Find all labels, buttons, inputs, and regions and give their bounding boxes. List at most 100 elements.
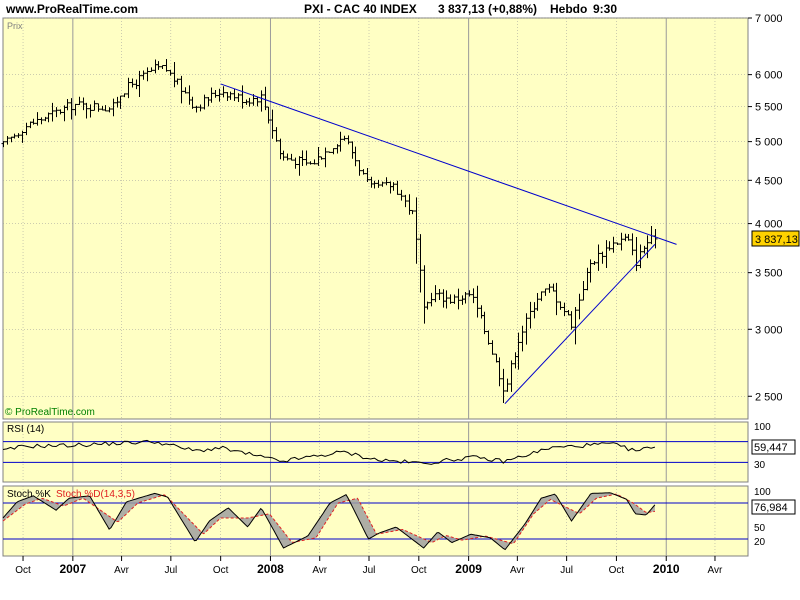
ohlc-bar	[524, 313, 529, 345]
ohlc-bar	[395, 180, 400, 195]
ohlc-bar	[198, 104, 203, 112]
ohlc-bar	[342, 135, 347, 141]
ohlc-bar	[308, 161, 313, 165]
ohlc-bar	[516, 332, 521, 370]
x-tick-label: Avr	[510, 565, 525, 576]
ohlc-bar	[5, 136, 10, 145]
ohlc-bar	[50, 102, 55, 122]
ohlc-bar	[46, 112, 51, 123]
ohlc-bar	[486, 330, 491, 345]
x-tick-label: Jul	[560, 565, 573, 576]
ohlc-bar	[247, 97, 252, 107]
ohlc-bar	[39, 117, 44, 125]
y-tick-label: 4 500	[755, 175, 783, 187]
ohlc-bar	[304, 150, 309, 166]
ohlc-bar	[600, 251, 605, 264]
stoch-tick-50: 50	[754, 523, 766, 534]
x-tick-label: Oct	[609, 565, 625, 576]
y-tick-label: 2 500	[755, 391, 783, 403]
ohlc-bar	[520, 325, 525, 352]
ohlc-bar	[255, 96, 260, 107]
ohlc-bar	[160, 65, 165, 69]
ohlc-bar	[630, 233, 635, 256]
ohlc-bar	[380, 181, 385, 187]
stoch-k-line	[2, 492, 656, 551]
ohlc-bar	[77, 96, 82, 105]
ohlc-bar	[444, 290, 449, 309]
time-label: 9:30	[593, 2, 617, 16]
ohlc-bar	[573, 307, 578, 345]
ohlc-bar	[554, 282, 559, 316]
ohlc-bar	[228, 91, 233, 100]
ohlc-bar	[16, 133, 21, 139]
ohlc-bar	[156, 61, 161, 70]
ohlc-bar	[96, 103, 101, 112]
ohlc-bar	[69, 98, 74, 120]
ohlc-bar	[73, 103, 78, 116]
instrument-name: PXI - CAC 40 INDEX	[304, 2, 417, 16]
ohlc-bar	[437, 289, 442, 300]
last-value: 3 837,13	[438, 2, 485, 16]
ohlc-bar	[357, 160, 362, 176]
y-tick-label: 3 000	[755, 324, 783, 336]
ohlc-bar	[482, 311, 487, 335]
ohlc-bar	[92, 100, 97, 111]
ohlc-bar	[209, 87, 214, 103]
x-axis: Oct 2007 Avr Jul Oct 2008 Avr Jul Oct 2009 Avr Jul O…	[15, 556, 723, 576]
period-label: Hebdo	[550, 2, 587, 16]
ohlc-bar	[289, 153, 294, 161]
ohlc-bar	[312, 159, 317, 165]
ohlc-bar	[285, 153, 290, 161]
ohlc-bar	[293, 157, 298, 169]
ohlc-bar	[569, 311, 574, 330]
resistance-trendline[interactable]	[220, 83, 677, 245]
y-tick-label: 3 500	[755, 268, 783, 280]
ohlc-bar	[270, 109, 275, 139]
ohlc-bar	[251, 94, 256, 106]
ohlc-bar	[179, 75, 184, 104]
x-tick-label: Oct	[213, 565, 229, 576]
x-tick-label: Oct	[15, 565, 31, 576]
ohlc-bar	[319, 156, 324, 160]
ohlc-bar	[118, 95, 123, 109]
y-tick-label: 5 500	[755, 102, 783, 114]
ohlc-bar	[327, 151, 332, 153]
ohlc-bar	[463, 291, 468, 304]
x-tick-label: Avr	[312, 565, 327, 576]
price-bars	[1, 59, 658, 404]
price-panel	[2, 17, 749, 420]
ohlc-bar	[240, 85, 245, 109]
rsi-tick-100: 100	[754, 422, 771, 433]
x-tick-label: Avr	[114, 565, 129, 576]
ohlc-bar	[54, 107, 59, 118]
last-price-tag	[751, 230, 800, 247]
ohlc-bar	[475, 285, 480, 318]
support-trendline[interactable]	[504, 244, 656, 405]
ohlc-bar	[353, 146, 358, 167]
ohlc-bar	[232, 88, 237, 101]
ohlc-bar	[403, 194, 408, 208]
stoch-value-tag	[751, 499, 796, 515]
rsi-value-label: 59,447	[754, 442, 788, 454]
ohlc-bar	[122, 93, 127, 98]
ohlc-bar	[281, 150, 286, 161]
ohlc-bar	[103, 105, 108, 112]
ohlc-bar	[24, 122, 29, 136]
ohlc-bar	[384, 177, 389, 186]
ohlc-bar	[581, 280, 586, 301]
ohlc-bar	[346, 135, 351, 145]
ohlc-bar	[592, 261, 597, 266]
site-url[interactable]: www.ProRealTime.com	[5, 2, 138, 16]
stoch-tick-100: 100	[754, 487, 771, 498]
ohlc-bar	[558, 301, 563, 310]
x-tick-label: 2008	[257, 562, 284, 576]
ohlc-bar	[217, 88, 222, 102]
price-axis: 2 500 3 000 3 500 4 000 4 500 5 000 5 500 6 000…	[748, 13, 783, 403]
ohlc-bar	[1, 141, 6, 148]
x-tick-label: 2009	[455, 562, 482, 576]
ohlc-bar	[149, 67, 154, 73]
ohlc-bar	[471, 288, 476, 304]
ohlc-bar	[35, 112, 40, 126]
ohlc-bar	[607, 241, 612, 251]
ohlc-bar	[528, 301, 533, 329]
